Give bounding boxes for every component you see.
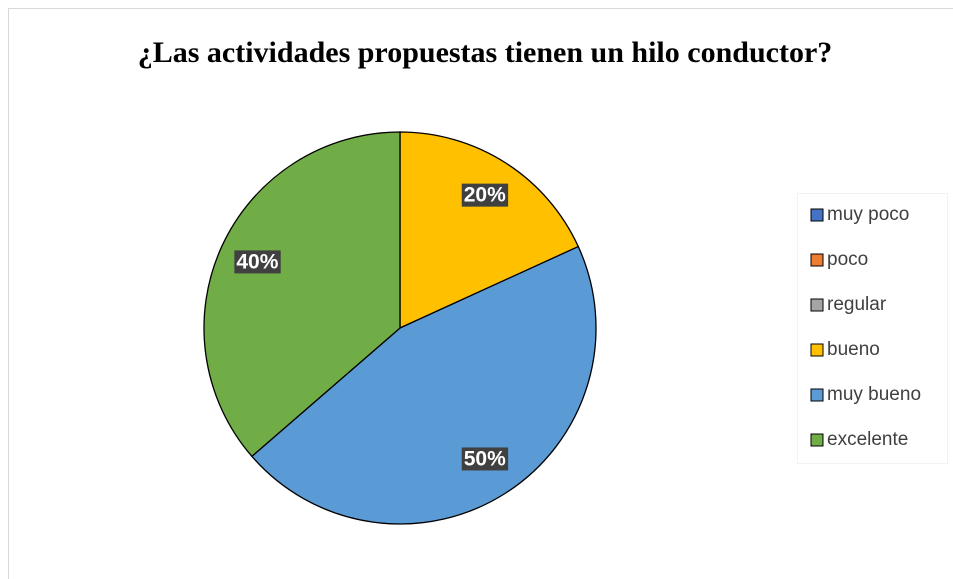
legend-box [797, 193, 948, 464]
data-label-bg [461, 447, 509, 471]
legend-swatch [810, 433, 824, 447]
legend-swatch [810, 388, 824, 402]
legend-label: poco [827, 249, 868, 270]
data-label-bg [234, 250, 281, 274]
legend-label: muy poco [827, 204, 909, 225]
pie-slice [203, 131, 401, 458]
legend-label: bueno [827, 339, 880, 360]
data-label: 50% [464, 447, 506, 470]
chart-title: ¿Las actividades propuestas tienen un hi… [138, 36, 833, 69]
legend-label: regular [827, 294, 887, 315]
legend-swatch [810, 343, 824, 357]
legend-label: excelente [827, 429, 908, 450]
legend-swatch [810, 298, 824, 312]
legend-swatch [810, 208, 824, 222]
pie-slice [250, 245, 597, 525]
data-label-bg [461, 183, 509, 207]
legend-label: muy bueno [827, 384, 921, 405]
data-label: 40% [236, 250, 278, 273]
data-label: 20% [464, 184, 506, 207]
pie-slice [399, 131, 580, 330]
legend-swatch [810, 253, 824, 267]
